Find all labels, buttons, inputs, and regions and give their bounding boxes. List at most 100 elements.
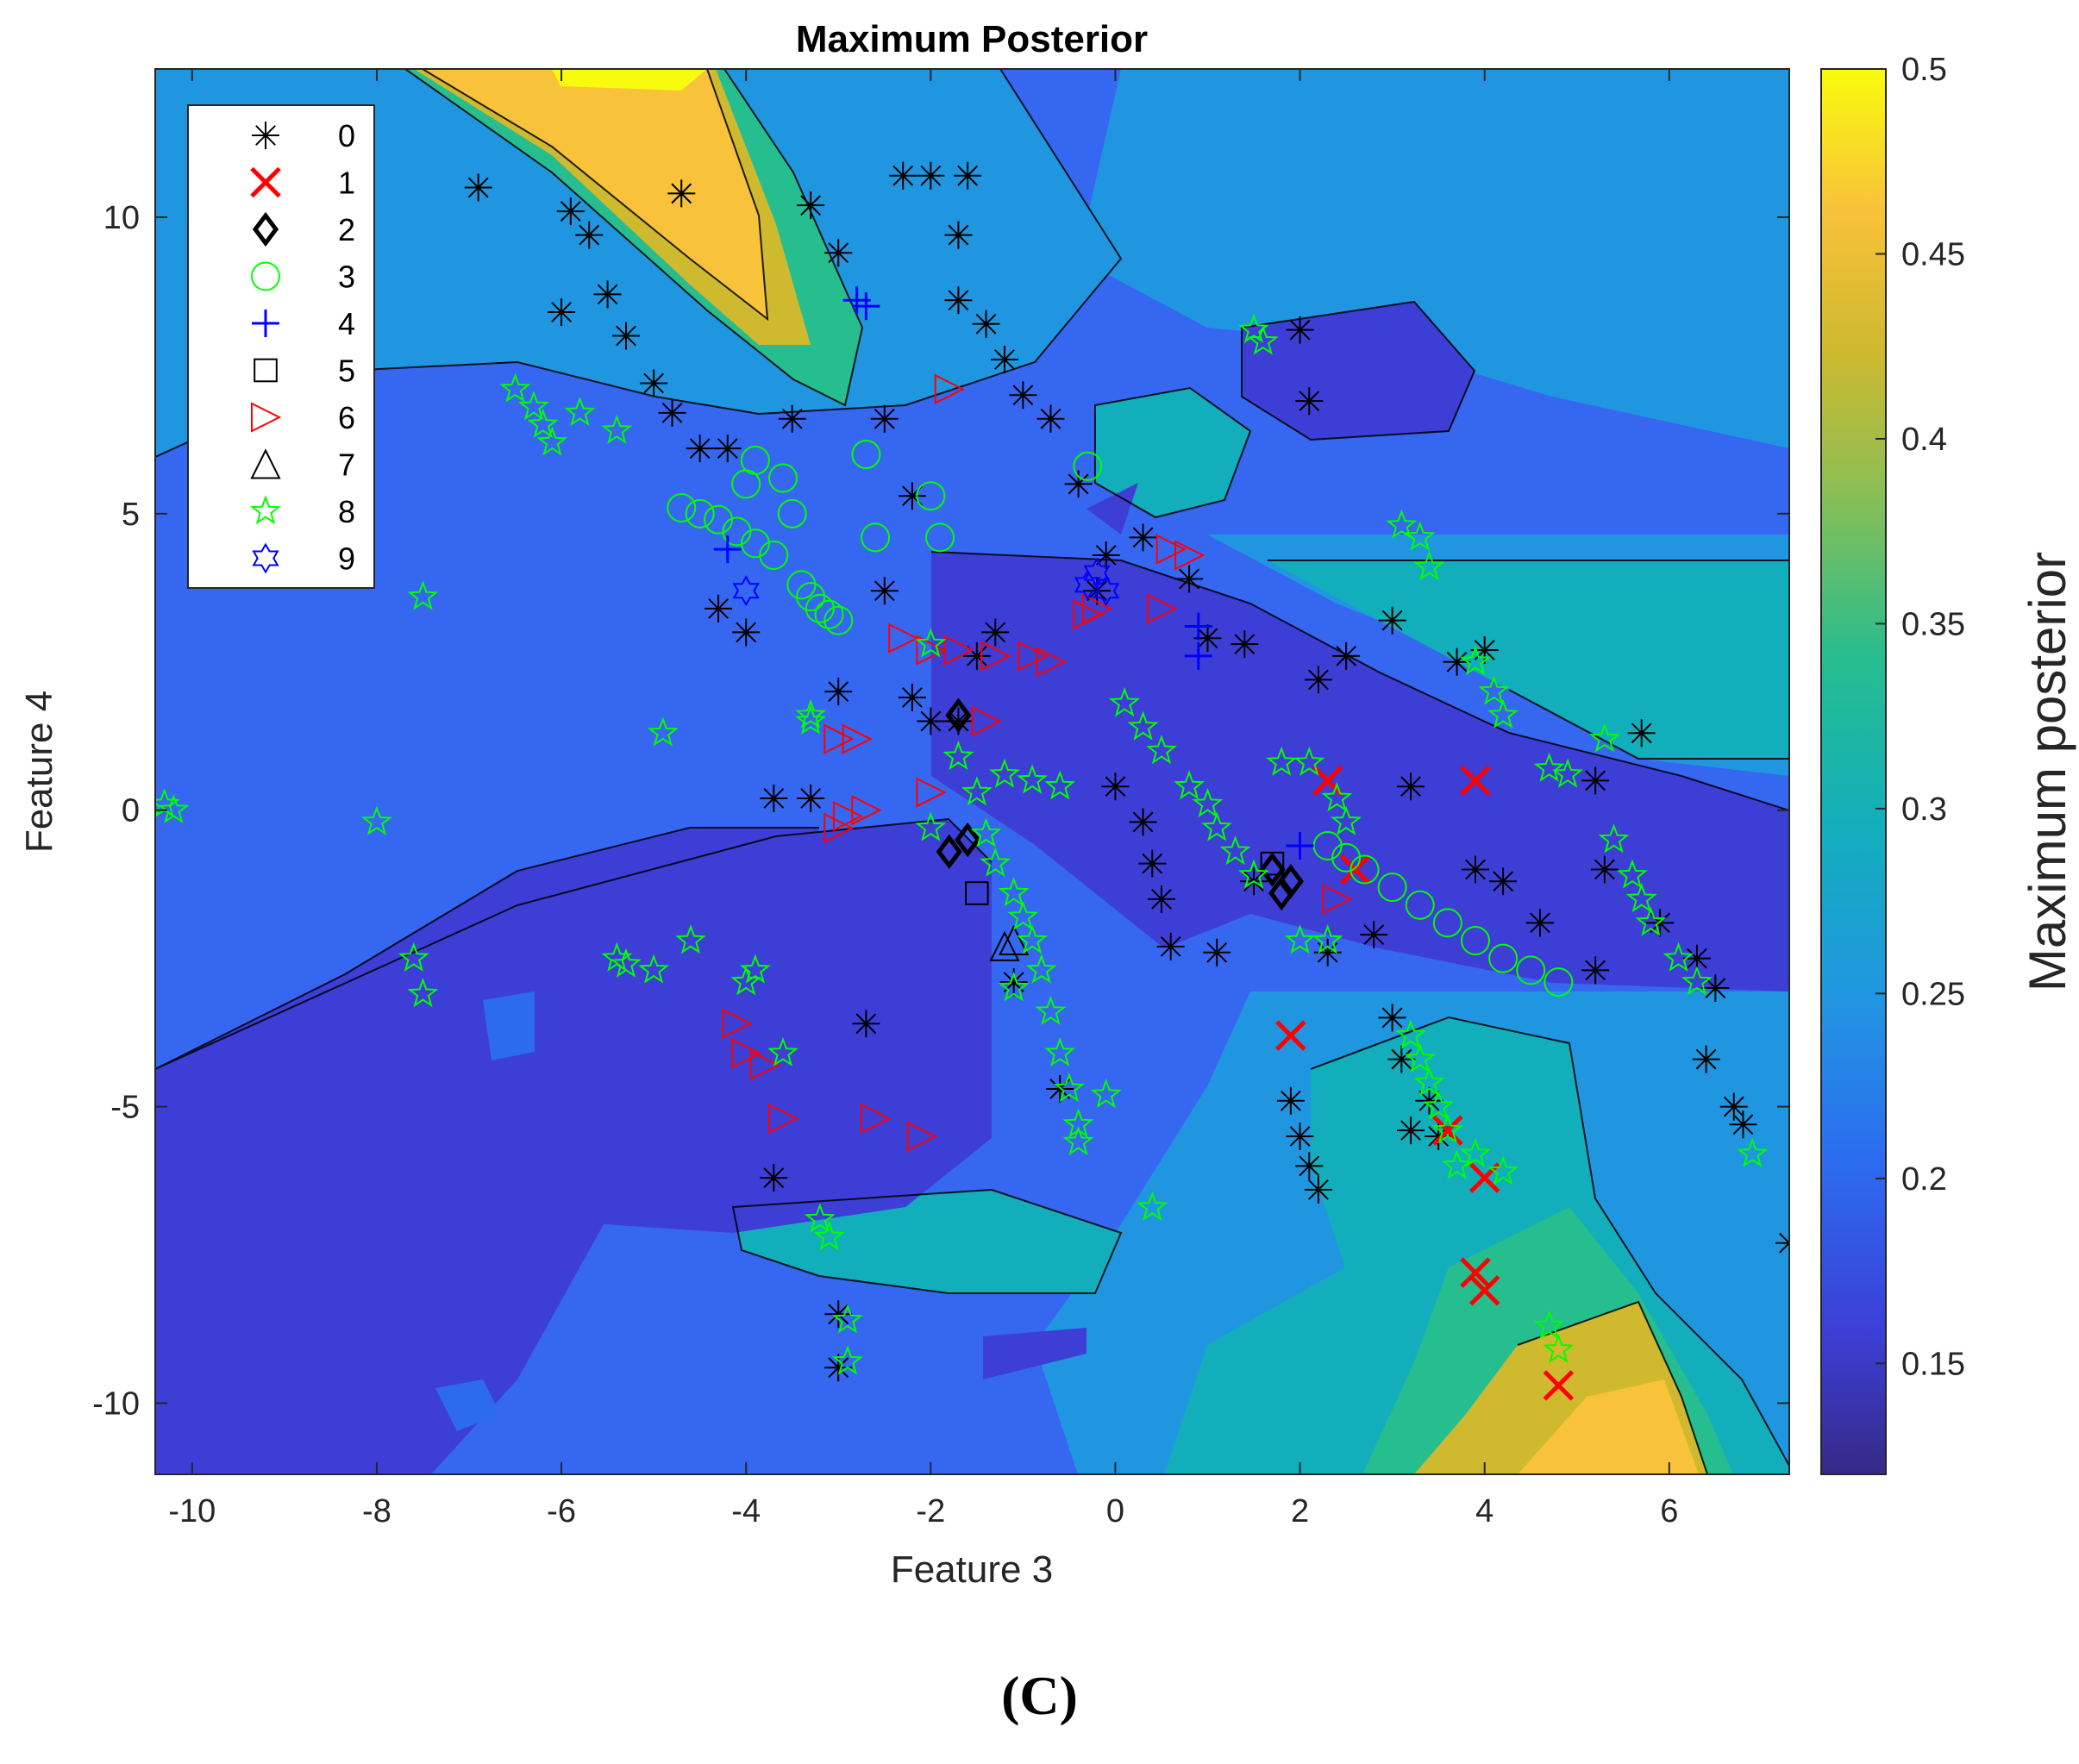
contour-line — [1508, 689, 1789, 760]
data-point — [1489, 867, 1518, 896]
data-point — [658, 398, 686, 427]
contour-region — [423, 69, 767, 319]
data-point — [739, 954, 771, 984]
colorbar-tick-label: 0.35 — [1901, 606, 1965, 642]
legend-marker — [254, 358, 278, 383]
legend-marker — [250, 166, 281, 198]
data-point — [870, 404, 899, 433]
data-point — [1331, 805, 1362, 835]
legend-marker — [251, 261, 280, 291]
data-point — [1598, 823, 1630, 854]
data-point — [999, 968, 1028, 997]
data-point — [1581, 956, 1610, 985]
data-point — [1543, 1370, 1575, 1401]
legend-item: 9 — [252, 541, 355, 577]
series-8 — [155, 313, 1769, 1375]
data-point — [1312, 924, 1343, 954]
legend-label: 6 — [338, 400, 355, 435]
x-tick-label: 2 — [1291, 1493, 1309, 1529]
contour-region — [931, 552, 1789, 991]
data-point — [1276, 1086, 1305, 1115]
data-point — [889, 161, 917, 190]
colorbar-tick-label: 0.2 — [1901, 1161, 1947, 1198]
data-point — [1155, 534, 1187, 565]
data-point — [955, 822, 981, 858]
data-point — [1552, 758, 1584, 788]
data-point — [972, 310, 1000, 338]
data-point — [730, 966, 762, 996]
data-point — [1413, 1067, 1445, 1097]
data-point — [1332, 641, 1361, 670]
data-point — [1127, 710, 1159, 741]
data-point — [527, 408, 559, 438]
data-point — [1663, 941, 1694, 972]
colorbar-tick-label: 0.5 — [1901, 52, 1947, 88]
data-point — [823, 605, 854, 635]
scatter-markers — [155, 161, 1789, 1401]
data-point — [1286, 316, 1314, 344]
data-point — [760, 784, 788, 812]
data-point — [916, 777, 947, 808]
data-point — [944, 286, 973, 315]
data-point — [575, 221, 604, 249]
data-point — [797, 191, 825, 220]
data-point — [1460, 926, 1490, 956]
data-point — [1083, 577, 1112, 605]
data-point — [898, 684, 926, 712]
data-point — [1295, 387, 1324, 416]
data-point — [1719, 1092, 1748, 1121]
data-point — [1681, 966, 1713, 996]
data-point — [944, 707, 973, 735]
x-tick-label: -4 — [731, 1493, 761, 1529]
plot-frame — [154, 68, 1790, 1475]
y-tick-label: 5 — [122, 497, 140, 533]
data-point — [1238, 859, 1270, 889]
data-point — [1201, 811, 1233, 841]
contour-line — [155, 69, 1123, 458]
x-axis: -10 -8 -6 -4 -2 0 2 4 6 — [168, 69, 1678, 1529]
data-point — [970, 817, 1002, 848]
data-point — [1035, 995, 1067, 1025]
data-point — [805, 593, 835, 623]
data-point — [797, 784, 825, 812]
legend-marker — [250, 495, 281, 525]
data-point — [786, 570, 817, 600]
data-point — [407, 978, 439, 1008]
y-axis: -10 -5 0 5 10 — [92, 200, 1789, 1422]
data-point — [667, 179, 696, 208]
data-point — [824, 678, 853, 706]
data-point — [1478, 675, 1510, 705]
data-point — [1397, 773, 1425, 801]
data-point — [1646, 909, 1675, 937]
data-point — [713, 435, 742, 463]
data-point — [795, 704, 827, 735]
data-point — [1082, 593, 1113, 624]
data-point — [796, 582, 826, 612]
data-point — [1009, 381, 1037, 410]
data-point — [925, 522, 955, 553]
data-point — [980, 641, 1011, 672]
y-tick-label: 0 — [122, 793, 140, 829]
data-point — [1304, 1175, 1332, 1204]
series-7 — [989, 924, 1030, 961]
data-point — [1443, 647, 1471, 676]
x-tick-label: 4 — [1475, 1493, 1493, 1529]
contour-region — [1518, 1379, 1699, 1474]
data-point — [1377, 873, 1407, 903]
data-point — [1284, 924, 1316, 954]
legend-label: 4 — [338, 306, 355, 341]
data-point — [945, 697, 972, 733]
data-point — [1156, 932, 1185, 960]
data-point — [852, 292, 880, 321]
data-point — [640, 369, 668, 397]
data-point — [1533, 752, 1565, 782]
x-tick-label: 6 — [1660, 1493, 1678, 1529]
data-point — [1146, 735, 1177, 765]
data-point — [1525, 909, 1554, 937]
contour-region — [1086, 483, 1138, 535]
colorbar-tick-label: 0.15 — [1901, 1346, 1965, 1382]
colorbar-tick-label: 0.45 — [1901, 236, 1965, 272]
data-point — [601, 414, 633, 444]
data-point — [1304, 666, 1332, 694]
data-point — [934, 373, 965, 405]
